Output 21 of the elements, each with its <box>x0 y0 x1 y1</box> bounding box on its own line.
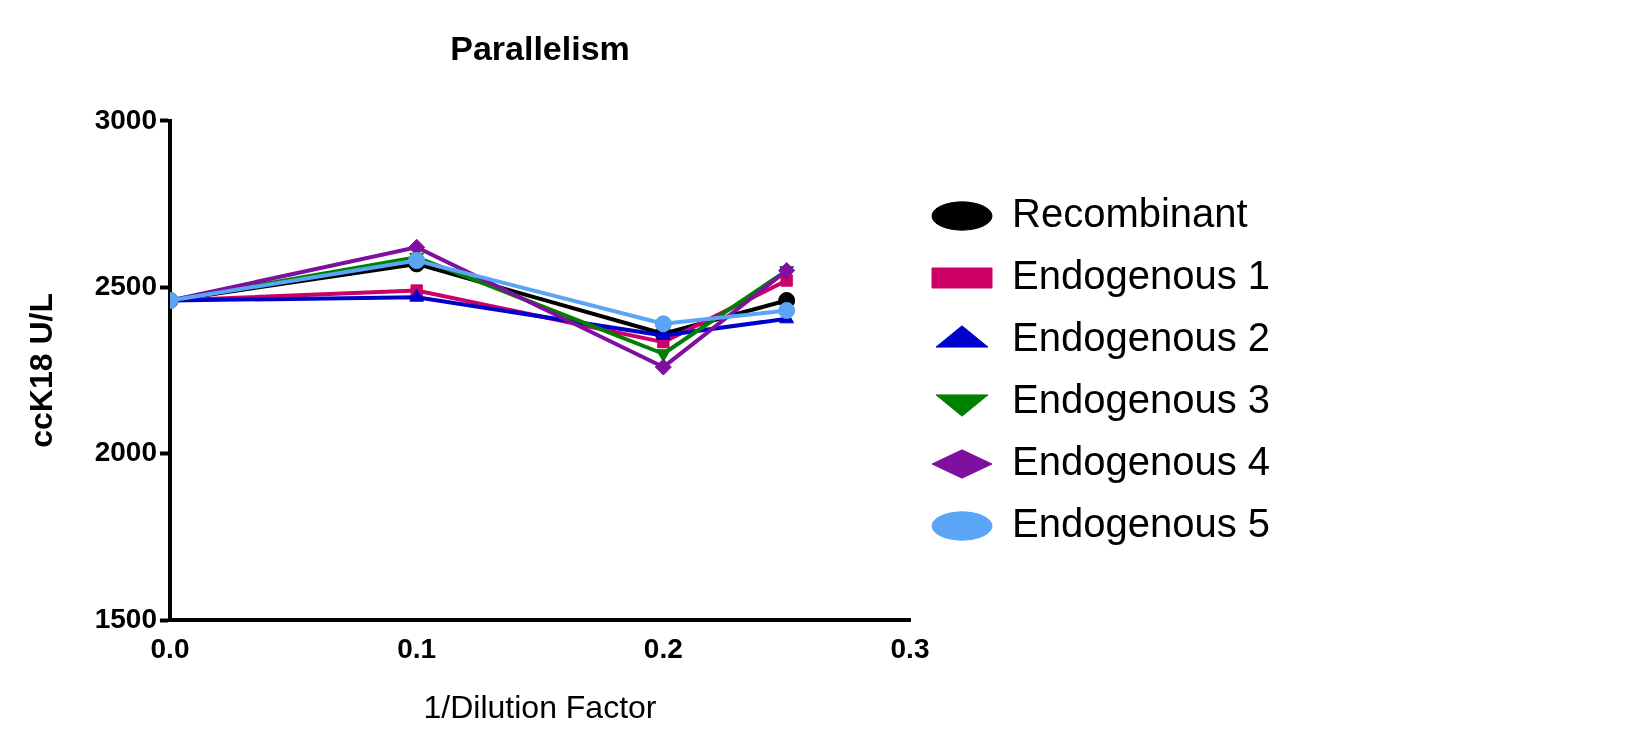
y-axis-title: ccK18 U/L <box>23 293 60 448</box>
x-axis-title: 1/Dilution Factor <box>423 688 657 725</box>
legend-label: Endogenous 4 <box>1012 439 1271 484</box>
point <box>654 358 672 376</box>
x-tick-label: 0.2 <box>643 632 683 664</box>
y-tick-label: 2500 <box>94 269 157 301</box>
y-tick-label: 1500 <box>94 602 157 634</box>
y-tick-label: 3000 <box>94 103 157 135</box>
chart-title: Parallelism <box>450 28 630 67</box>
point <box>778 302 796 319</box>
point <box>654 315 672 333</box>
x-tick-label: 0.0 <box>150 632 190 664</box>
y-tick-label: 2000 <box>94 436 157 468</box>
legend-label: Endogenous 5 <box>1012 501 1271 546</box>
point <box>778 262 796 280</box>
legend-label: Recombinant <box>1012 191 1248 236</box>
legend-label: Endogenous 2 <box>1012 315 1271 360</box>
legend-label: Endogenous 1 <box>1012 253 1271 298</box>
x-tick-label: 0.1 <box>397 632 437 664</box>
legend-label: Endogenous 3 <box>1012 377 1271 422</box>
x-tick-label: 0.3 <box>890 632 930 664</box>
